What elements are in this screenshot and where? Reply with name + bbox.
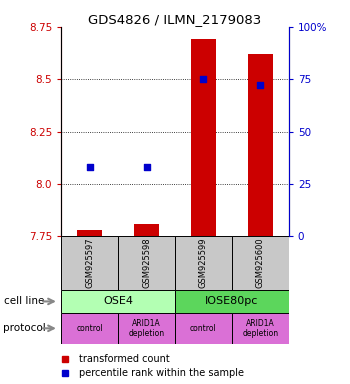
Text: transformed count: transformed count xyxy=(79,354,169,364)
Bar xyxy=(191,40,216,236)
Text: GSM925598: GSM925598 xyxy=(142,238,151,288)
Bar xyxy=(61,313,118,344)
Text: OSE4: OSE4 xyxy=(103,296,133,306)
Bar xyxy=(175,290,289,313)
Bar xyxy=(61,290,175,313)
Bar xyxy=(232,313,289,344)
Bar xyxy=(118,313,175,344)
Text: IOSE80pc: IOSE80pc xyxy=(205,296,259,306)
Text: ARID1A
depletion: ARID1A depletion xyxy=(242,319,278,338)
Text: GDS4826 / ILMN_2179083: GDS4826 / ILMN_2179083 xyxy=(88,13,262,26)
Text: control: control xyxy=(190,324,217,333)
Bar xyxy=(175,313,232,344)
Bar xyxy=(175,236,232,290)
Text: GSM925599: GSM925599 xyxy=(199,238,208,288)
Text: control: control xyxy=(76,324,103,333)
Point xyxy=(144,164,149,170)
Bar xyxy=(232,236,289,290)
Text: GSM925600: GSM925600 xyxy=(256,238,265,288)
Point xyxy=(201,76,206,82)
Bar xyxy=(77,230,103,236)
Bar xyxy=(134,223,159,236)
Point xyxy=(258,83,263,89)
Text: cell line: cell line xyxy=(4,296,44,306)
Bar xyxy=(61,236,118,290)
Text: protocol: protocol xyxy=(4,323,46,333)
Bar xyxy=(118,236,175,290)
Text: percentile rank within the sample: percentile rank within the sample xyxy=(79,368,244,378)
Text: GSM925597: GSM925597 xyxy=(85,238,94,288)
Text: ARID1A
depletion: ARID1A depletion xyxy=(128,319,164,338)
Bar xyxy=(247,54,273,236)
Point xyxy=(87,164,92,170)
